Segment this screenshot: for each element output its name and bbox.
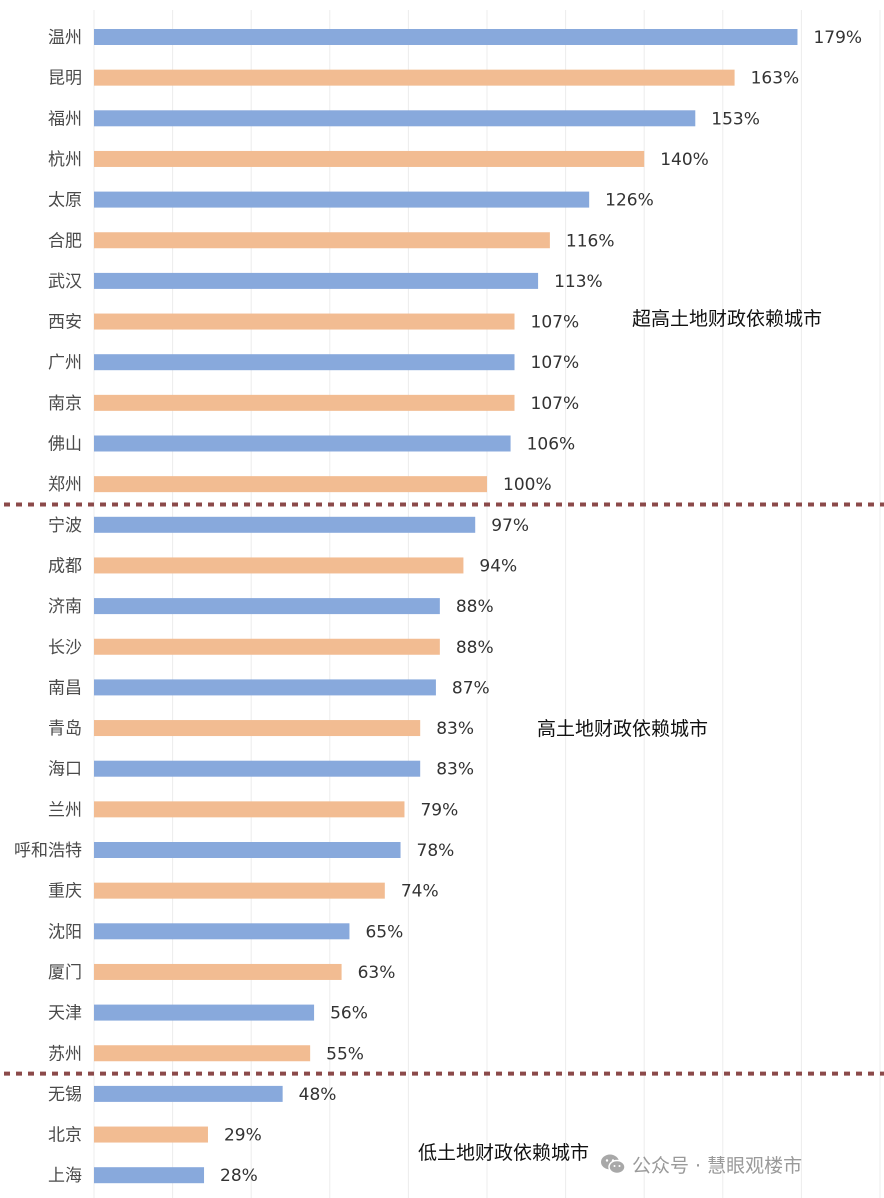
category-label: 兰州	[48, 800, 82, 820]
value-label: 97%	[491, 516, 529, 536]
value-label: 83%	[436, 719, 474, 739]
category-label: 长沙	[48, 638, 82, 658]
bar	[94, 720, 421, 737]
category-label: 郑州	[48, 475, 82, 495]
category-label: 厦门	[48, 963, 82, 983]
bar	[94, 435, 511, 452]
value-label: 126%	[605, 191, 654, 211]
bar	[94, 150, 645, 167]
value-label: 106%	[527, 435, 576, 455]
value-label: 88%	[456, 597, 494, 617]
category-label: 南京	[48, 394, 82, 414]
bar	[94, 394, 515, 411]
value-label: 87%	[452, 678, 490, 698]
bar	[94, 191, 590, 208]
bar	[94, 272, 539, 289]
bar	[94, 557, 464, 574]
category-label: 广州	[48, 353, 82, 373]
watermark-text: 公众号 · 慧眼观楼市	[632, 1154, 803, 1177]
category-label: 合肥	[48, 231, 82, 251]
bar	[94, 760, 421, 777]
category-label: 佛山	[48, 435, 82, 455]
value-label: 107%	[531, 394, 580, 414]
bar	[94, 801, 405, 818]
category-label: 苏州	[48, 1044, 82, 1064]
category-label: 上海	[48, 1166, 82, 1186]
category-label: 沈阳	[48, 922, 82, 942]
watermark: 公众号 · 慧眼观楼市	[600, 1150, 802, 1178]
bar	[94, 232, 550, 249]
category-label: 青岛	[48, 719, 82, 739]
bar	[94, 638, 440, 655]
value-label: 28%	[220, 1166, 258, 1186]
value-label: 113%	[554, 272, 603, 292]
bar	[94, 516, 476, 533]
value-label: 48%	[299, 1085, 337, 1105]
bar	[94, 110, 696, 127]
bar	[94, 1045, 311, 1062]
category-label: 海口	[48, 760, 82, 780]
value-label: 74%	[401, 882, 439, 902]
bar	[94, 476, 487, 493]
value-label: 88%	[456, 638, 494, 658]
bar	[94, 69, 735, 86]
category-label: 济南	[48, 597, 82, 617]
bar	[94, 1004, 315, 1021]
bar	[94, 923, 350, 940]
value-label: 29%	[224, 1126, 262, 1146]
category-label: 成都	[48, 556, 82, 576]
value-label: 63%	[358, 963, 396, 983]
category-label: 温州	[48, 28, 82, 48]
value-label: 94%	[479, 556, 517, 576]
category-label: 天津	[48, 1004, 82, 1024]
value-label: 116%	[566, 231, 615, 251]
bar	[94, 313, 515, 330]
value-label: 83%	[436, 760, 474, 780]
bar	[94, 598, 440, 615]
value-label: 56%	[330, 1004, 368, 1024]
category-label: 西安	[48, 313, 82, 333]
category-label: 南昌	[48, 678, 82, 698]
value-label: 140%	[660, 150, 709, 170]
value-label: 107%	[531, 313, 580, 333]
value-label: 79%	[420, 800, 458, 820]
category-label: 呼和浩特	[14, 841, 82, 861]
value-label: 179%	[813, 28, 862, 48]
bar	[94, 882, 385, 899]
bar	[94, 963, 342, 980]
zone-label-very-high: 超高土地财政依赖城市	[632, 308, 823, 330]
value-label: 163%	[751, 69, 800, 89]
category-label: 太原	[48, 191, 82, 211]
zone-label-high: 高土地财政依赖城市	[537, 718, 709, 740]
category-label: 无锡	[48, 1085, 82, 1105]
bar	[94, 842, 401, 858]
category-label: 重庆	[48, 882, 82, 902]
zone-label-low: 低土地财政依赖城市	[418, 1142, 590, 1164]
wechat-icon	[601, 1154, 626, 1175]
value-label: 100%	[503, 475, 552, 495]
value-label: 153%	[711, 109, 760, 129]
bar	[94, 1167, 205, 1184]
bar	[94, 29, 798, 45]
value-label: 65%	[365, 922, 403, 942]
value-label: 107%	[531, 353, 580, 373]
category-label: 北京	[48, 1126, 82, 1146]
value-label: 55%	[326, 1044, 364, 1064]
category-label: 宁波	[48, 516, 82, 536]
bar	[94, 1085, 283, 1102]
category-label: 昆明	[48, 69, 82, 89]
category-label: 武汉	[48, 272, 82, 292]
value-label: 78%	[417, 841, 455, 861]
bar	[94, 679, 436, 696]
bar	[94, 1126, 208, 1143]
bar	[94, 354, 515, 371]
category-label: 福州	[48, 109, 82, 129]
category-label: 杭州	[48, 150, 82, 170]
